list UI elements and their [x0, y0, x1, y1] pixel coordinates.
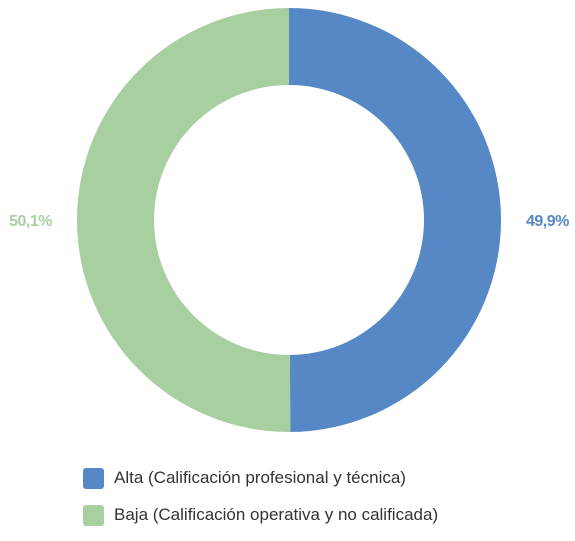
donut-chart: 49,9% 50,1%: [9, 8, 570, 432]
legend-item-alta: Alta (Calificación profesional y técnica…: [83, 467, 438, 489]
donut-slice-baja: [77, 8, 291, 432]
value-label-alta: 49,9%: [526, 213, 569, 230]
legend-swatch-alta: [83, 467, 104, 489]
legend-label-alta: Alta (Calificación profesional y técnica…: [114, 468, 406, 487]
value-label-baja: 50,1%: [9, 213, 52, 230]
legend-item-baja: Baja (Calificación operativa y no califi…: [83, 504, 438, 526]
legend-swatch-baja: [83, 504, 104, 526]
chart-legend: Alta (Calificación profesional y técnica…: [83, 467, 438, 541]
legend-label-baja: Baja (Calificación operativa y no califi…: [114, 505, 439, 524]
donut-slice-alta: [289, 8, 502, 432]
